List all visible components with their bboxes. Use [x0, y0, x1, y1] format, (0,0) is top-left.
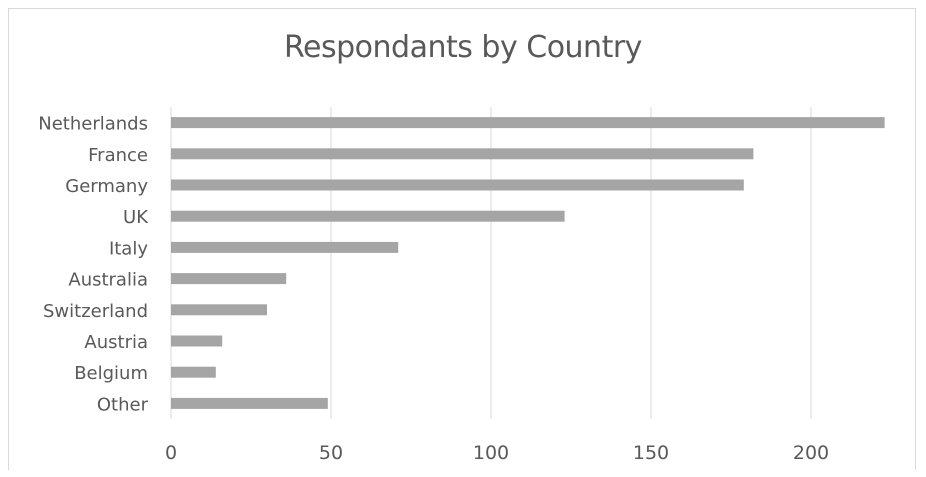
category-label: Australia: [68, 270, 148, 291]
category-label: Switzerland: [43, 301, 148, 322]
category-label: Other: [97, 394, 149, 415]
x-tick-label: 100: [473, 442, 509, 464]
chart-title: Respondants by Country: [284, 30, 642, 65]
category-label: France: [88, 145, 148, 166]
bar: [171, 148, 754, 160]
bar: [171, 241, 399, 253]
bar: [171, 397, 328, 409]
category-label: Belgium: [74, 363, 148, 384]
category-label: Austria: [84, 332, 148, 353]
x-tick-label: 150: [633, 442, 669, 464]
bar: [171, 366, 216, 378]
bar: [171, 273, 287, 285]
category-label: UK: [123, 207, 149, 228]
category-label: Italy: [109, 238, 148, 259]
category-label: Netherlands: [38, 114, 148, 135]
category-label: Germany: [65, 176, 148, 197]
bar: [171, 179, 744, 191]
bar: [171, 304, 267, 316]
bar: [171, 335, 223, 347]
bar: [171, 210, 565, 222]
x-tick-label: 0: [165, 442, 177, 464]
x-tick-label: 50: [319, 442, 343, 464]
bar: [171, 117, 885, 129]
x-tick-label: 200: [793, 442, 829, 464]
